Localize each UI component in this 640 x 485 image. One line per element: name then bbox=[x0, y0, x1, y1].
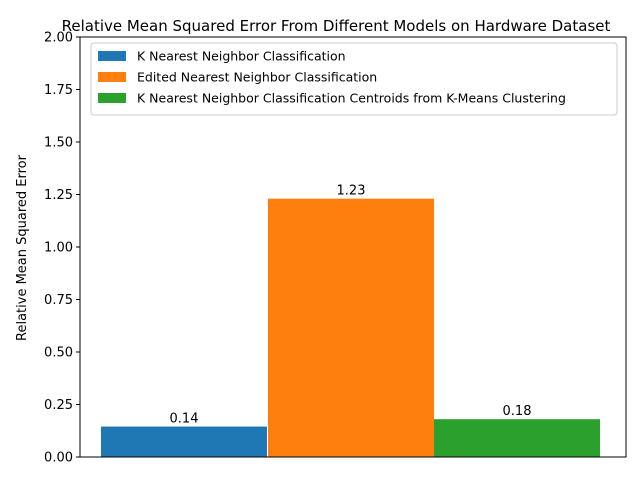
y-axis-label: Relative Mean Squared Error bbox=[15, 154, 30, 341]
legend-box bbox=[90, 42, 618, 116]
data-labels-group: 0.14 1.23 0.18 bbox=[170, 184, 532, 427]
bar-3 bbox=[434, 419, 600, 457]
data-label-2: 1.23 bbox=[337, 184, 366, 199]
legend-entry-3: K Nearest Neighbor Classification Centro… bbox=[137, 91, 566, 106]
data-label-1: 0.14 bbox=[170, 412, 199, 427]
legend-swatch-2 bbox=[98, 72, 126, 82]
data-label-3: 0.18 bbox=[503, 404, 532, 419]
plot-frame bbox=[79, 36, 627, 458]
legend-swatch-1 bbox=[98, 51, 126, 61]
y-tick-label: 1.00 bbox=[44, 241, 73, 256]
y-tick-label: 0.00 bbox=[44, 451, 73, 466]
bars-group bbox=[101, 198, 600, 457]
y-tick-label: 1.25 bbox=[44, 188, 73, 203]
legend-entry-2: Edited Nearest Neighbor Classification bbox=[137, 70, 377, 85]
y-tick-label: 0.75 bbox=[44, 293, 73, 308]
y-tick-label: 0.50 bbox=[44, 346, 73, 361]
bar-2 bbox=[268, 198, 434, 457]
y-tick-label: 1.75 bbox=[44, 83, 73, 98]
bar-1 bbox=[101, 426, 267, 457]
legend: K Nearest Neighbor Classification Edited … bbox=[90, 42, 618, 116]
legend-entry-1: K Nearest Neighbor Classification bbox=[137, 49, 346, 64]
chart-title: Relative Mean Squared Error From Differe… bbox=[62, 17, 611, 35]
y-tick-label: 0.25 bbox=[44, 398, 73, 413]
y-tick-label: 2.00 bbox=[44, 31, 73, 46]
legend-swatch-3 bbox=[98, 93, 126, 103]
y-tick-label: 1.50 bbox=[44, 136, 73, 151]
y-axis-ticks: 0.00 0.25 0.50 0.75 1.00 1.25 1.50 1.75 2.00 bbox=[44, 31, 80, 466]
